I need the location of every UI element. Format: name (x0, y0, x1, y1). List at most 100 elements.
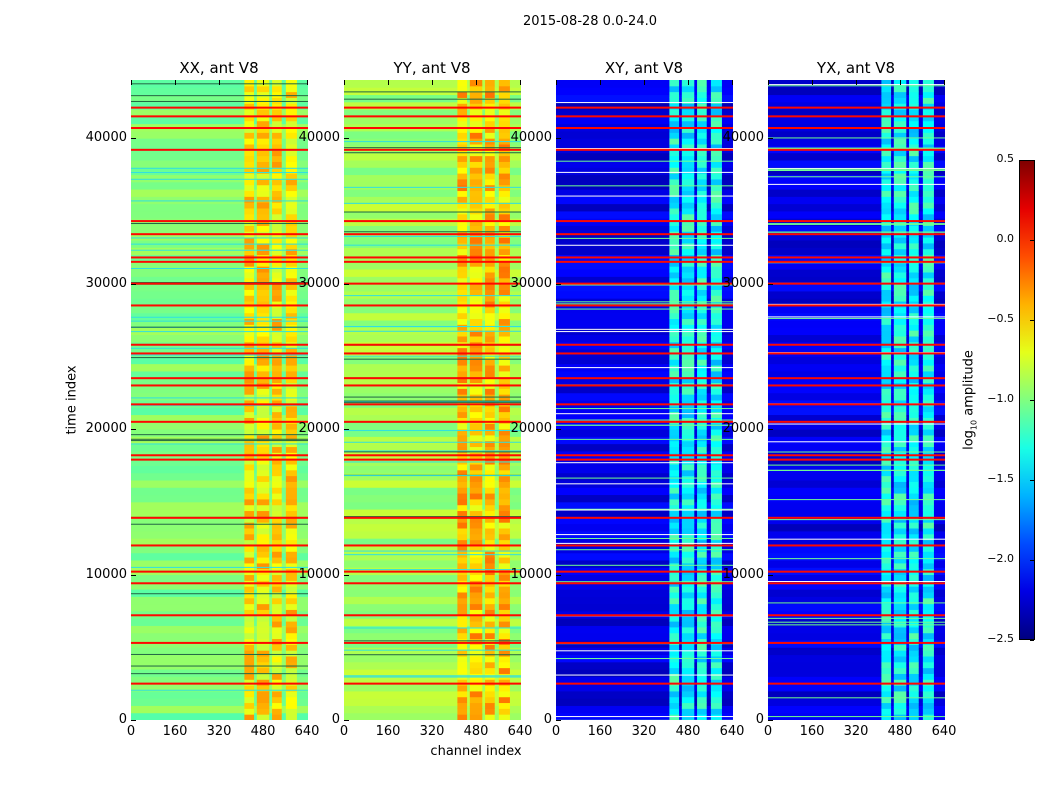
heatmap-band-cell (285, 80, 297, 87)
heatmap-band-cell (881, 644, 892, 651)
heatmap-band-cell (469, 295, 483, 302)
heatmap-row (131, 676, 308, 685)
heatmap-band-cell (669, 155, 680, 162)
heatmap-thin-row (131, 665, 308, 667)
heatmap-row (768, 283, 945, 292)
heatmap-band-cell (485, 283, 495, 290)
heatmap-row (131, 181, 308, 190)
heatmap-row (344, 538, 521, 546)
heatmap-band-cell (469, 190, 483, 197)
heatmap-band-cell (710, 632, 722, 640)
heatmap-band-cell (922, 702, 934, 709)
heatmap-band-cell (881, 475, 892, 482)
heatmap-row (131, 298, 308, 306)
y-tick (768, 574, 773, 576)
heatmap-thin-row (344, 400, 521, 402)
heatmap-band-cell (469, 208, 483, 215)
heatmap-band-cell (485, 586, 495, 593)
y-tick (556, 720, 561, 721)
heatmap-band-cell (922, 161, 934, 168)
heatmap-band-cell (469, 370, 483, 378)
heatmap-band-cell (669, 283, 680, 290)
heatmap-band-cell (710, 126, 722, 133)
heatmap-band-cell (485, 324, 495, 331)
heatmap-row (344, 160, 521, 168)
heatmap-band-cell (909, 685, 919, 692)
heatmap-band-cell (697, 557, 707, 564)
heatmap-thin-row (344, 244, 521, 246)
heatmap-band-cell (922, 242, 934, 250)
heatmap-band-cell (256, 481, 270, 488)
heatmap-band-cell (922, 475, 934, 482)
heatmap-band-cell (256, 597, 270, 605)
heatmap-band-cell (710, 109, 722, 116)
heatmap-band-cell (485, 277, 495, 285)
heatmap-band-cell (669, 80, 680, 87)
heatmap-band-cell (244, 283, 255, 290)
heatmap-band-cell (256, 225, 270, 232)
heatmap-band-cell (498, 289, 510, 296)
heatmap-thin-row (131, 438, 308, 440)
heatmap-band-cell (681, 533, 695, 541)
heatmap-band-cell (893, 242, 907, 250)
heatmap-band-cell (272, 673, 282, 680)
heatmap-band-cell (881, 621, 892, 628)
x-tick-label: 0 (339, 724, 349, 739)
heatmap-band-cell (881, 528, 892, 535)
heatmap-row (768, 116, 945, 125)
heatmap-band-cell (922, 586, 934, 593)
heatmap-band-cell (669, 359, 680, 366)
heatmap-thin-row (344, 355, 521, 357)
heatmap-row (131, 130, 308, 139)
heatmap-band-cell (469, 702, 483, 709)
heatmap-band-cell (457, 155, 468, 162)
heatmap-band-cell (244, 685, 255, 692)
heatmap-band-cell (697, 103, 707, 110)
heatmap-row (131, 196, 308, 205)
heatmap-band-cell (498, 458, 510, 465)
heatmap-band-cell (893, 272, 907, 279)
heatmap-band-cell (909, 714, 919, 720)
heatmap-band-cell (272, 702, 282, 709)
heatmap-band-cell (485, 144, 495, 151)
heatmap-band-cell (681, 423, 695, 430)
colorbar-label-main: log (961, 430, 977, 450)
heatmap-band-cell (469, 161, 483, 168)
heatmap-band-cell (893, 603, 907, 610)
heatmap-band-cell (922, 656, 934, 663)
heatmap-band-cell (922, 260, 934, 267)
heatmap-band-cell (272, 225, 282, 232)
heatmap-band-cell (681, 685, 695, 692)
heatmap-thin-row (131, 566, 308, 568)
heatmap-thin-row (768, 621, 945, 623)
heatmap-band-cell (457, 481, 468, 488)
x-tick-label: 0 (551, 724, 561, 739)
heatmap-band-cell (272, 376, 282, 384)
flagged-row (344, 682, 521, 685)
heatmap-band-cell (909, 114, 919, 122)
heatmap-row (768, 698, 945, 706)
heatmap-band-cell (272, 202, 282, 209)
heatmap-row (131, 247, 308, 256)
heatmap-row (768, 669, 945, 677)
heatmap-row (556, 385, 733, 394)
heatmap-band-cell (669, 173, 680, 180)
heatmap-band-cell (881, 336, 892, 343)
heatmap-band-cell (244, 481, 255, 488)
heatmap-band-cell (909, 365, 919, 372)
flagged-row (556, 614, 733, 617)
flagged-row (131, 377, 308, 380)
heatmap-thin-row (344, 441, 521, 443)
heatmap-band-cell (256, 411, 270, 418)
heatmap-band-cell (244, 469, 255, 477)
flagged-row (131, 544, 308, 547)
heatmap-band-cell (669, 685, 680, 692)
heatmap-band-cell (669, 103, 680, 110)
heatmap-band-cell (681, 91, 695, 98)
heatmap-band-cell (256, 114, 270, 122)
heatmap-band-cell (881, 586, 892, 593)
x-tick-label: 480 (463, 724, 489, 739)
heatmap-thin-row (131, 326, 308, 328)
flagged-row (768, 352, 945, 355)
heatmap-band-cell (710, 283, 722, 290)
